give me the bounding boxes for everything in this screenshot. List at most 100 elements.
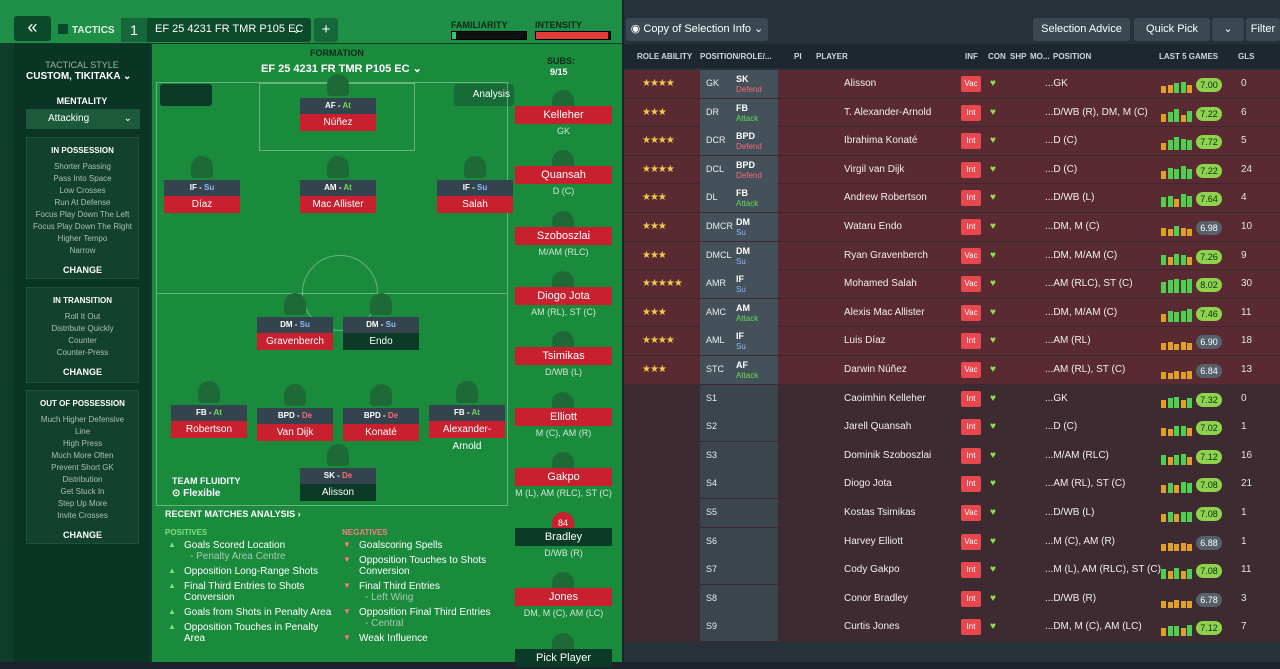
col-shp[interactable]: SHP — [1010, 52, 1027, 61]
sub-card[interactable]: Quansah D (C) — [515, 166, 612, 196]
player-card[interactable]: IF - Su Salah — [437, 180, 513, 213]
table-row[interactable]: ★★★ AMC AM Attack Alexis Mac Allister Vac ♥...… — [624, 298, 1280, 328]
position-cell[interactable] — [700, 155, 778, 184]
table-row[interactable]: S5 Kostas Tsimikas Vac ♥ ...D/WB (L) 7.08 1 — [624, 499, 1280, 528]
player-name[interactable]: Caoimhin Kelleher — [844, 392, 926, 404]
table-row[interactable]: S3 Dominik Szoboszlai Int ♥ ...M/AM (RLC) 7.1… — [624, 441, 1280, 471]
table-row[interactable]: ★★★★ DCR BPD Defend Ibrahima Konaté Int ♥ ...D … — [624, 127, 1280, 156]
col-last5[interactable]: LAST 5 GAMES — [1159, 52, 1219, 61]
col-position[interactable]: POSITION/ROLE/... — [700, 52, 772, 61]
player-card[interactable]: AM - At Mac Allister — [300, 180, 376, 213]
player-name[interactable]: Andrew Robertson — [844, 192, 927, 204]
position-cell[interactable] — [700, 98, 778, 127]
position-cell[interactable] — [700, 298, 778, 327]
position-cell[interactable] — [700, 470, 778, 499]
player-role[interactable]: DM - Su — [343, 317, 419, 333]
table-row[interactable]: ★★★ DMCR DM Su Wataru Endo Int ♥ ...DM, M (C) 6.… — [624, 213, 1280, 242]
player-name[interactable]: Conor Bradley — [844, 592, 908, 604]
change-button[interactable]: CHANGE — [62, 367, 102, 377]
player-role[interactable]: FB - At — [429, 405, 505, 421]
change-button[interactable]: CHANGE — [62, 265, 102, 275]
col-mo[interactable]: MO... — [1030, 52, 1050, 61]
table-row[interactable]: S1 Caoimhin Kelleher Int ♥ ...GK 7.32 0 — [624, 384, 1280, 414]
sub-card[interactable]: Diogo Jota AM (RL), ST (C) — [515, 286, 612, 317]
player-name[interactable]: Wataru Endo — [844, 221, 902, 232]
table-row[interactable]: ★★★★ DCL BPD Defend Virgil van Dijk Int ♥ ...D … — [624, 155, 1280, 185]
player-card[interactable]: SK - De Alisson — [300, 468, 376, 501]
player-role[interactable]: IF - Su — [164, 180, 240, 196]
player-name[interactable]: Ibrahima Konaté — [844, 135, 918, 147]
player-name[interactable]: Alexis Mac Allister — [844, 306, 925, 318]
player-name[interactable]: Kostas Tsimikas — [844, 507, 916, 518]
position-cell[interactable] — [700, 241, 778, 270]
player-name[interactable]: T. Alexander-Arnold — [844, 106, 932, 118]
table-row[interactable]: ★★★ DR FB Attack T. Alexander-Arnold Int ♥ ...D… — [624, 98, 1280, 128]
player-name[interactable]: Harvey Elliott — [844, 535, 903, 547]
position-cell[interactable] — [700, 527, 778, 556]
table-row[interactable]: ★★★ DMCL DM Su Ryan Gravenberch Vac ♥ ...DM, M/… — [624, 241, 1280, 271]
sub-card[interactable]: Tsimikas D/WB (L) — [515, 347, 612, 377]
player-role[interactable]: AF - At — [300, 98, 376, 114]
player-name[interactable]: Mohamed Salah — [844, 278, 917, 290]
player-name[interactable]: Ryan Gravenberch — [844, 249, 928, 261]
position-cell[interactable] — [700, 613, 778, 642]
recent-matches-title[interactable]: RECENT MATCHES ANALYSIS › — [165, 509, 301, 519]
sub-card[interactable]: Gakpo M (L), AM (RLC), ST (C) — [515, 467, 612, 498]
col-con[interactable]: CON — [988, 52, 1006, 61]
player-name[interactable]: Virgil van Dijk — [844, 163, 905, 175]
table-row[interactable]: ★★★★★ AMR IF Su Mohamed Salah Vac ♥ ...AM (RLC)… — [624, 270, 1280, 299]
position-cell[interactable] — [700, 441, 778, 470]
player-name[interactable]: Dominik Szoboszlai — [844, 449, 932, 461]
table-row[interactable]: S7 Cody Gakpo Int ♥ ...M (L), AM (RLC), ST (… — [624, 556, 1280, 585]
player-card[interactable]: FB - At Robertson — [171, 405, 247, 438]
table-row[interactable]: S2 Jarell Quansah Int ♥ ...D (C) 7.02 1 — [624, 413, 1280, 442]
sub-card[interactable]: Kelleher GK — [515, 106, 612, 136]
player-role[interactable]: BPD - De — [343, 408, 419, 424]
player-role[interactable]: SK - De — [300, 468, 376, 484]
position-cell[interactable] — [700, 213, 778, 241]
player-name[interactable]: Cody Gakpo — [844, 564, 900, 576]
player-name[interactable]: Alisson — [844, 78, 877, 89]
sub-card[interactable]: Elliott M (C), AM (R) — [515, 407, 612, 438]
player-role[interactable]: DM - Su — [257, 317, 333, 333]
position-cell[interactable] — [700, 384, 778, 413]
table-row[interactable]: S4 Diogo Jota Int ♥ ...AM (RL), ST (C) 7.08 21 — [624, 470, 1280, 499]
sub-card[interactable]: Szoboszlai M/AM (RLC) — [515, 226, 612, 257]
change-button[interactable]: CHANGE — [62, 530, 102, 540]
position-cell[interactable] — [700, 327, 778, 356]
player-name[interactable]: Luis Díaz — [844, 335, 886, 347]
col-gls[interactable]: GLS — [1238, 52, 1255, 61]
col-pi[interactable]: PI — [794, 52, 802, 61]
player-name[interactable]: Jarell Quansah — [844, 421, 912, 433]
player-name[interactable]: Darwin Núñez — [844, 364, 907, 375]
position-cell[interactable] — [700, 70, 778, 98]
position-cell[interactable] — [700, 413, 778, 442]
position-cell[interactable] — [700, 584, 778, 613]
player-card[interactable]: IF - Su Díaz — [164, 180, 240, 213]
quick-pick-chevron-icon[interactable]: ⌄ — [1212, 18, 1244, 41]
player-card[interactable]: FB - At Alexander-Arnold — [429, 405, 505, 452]
mentality-select[interactable]: Attacking ⌄ — [26, 109, 140, 129]
table-row[interactable]: S6 Harvey Elliott Vac ♥ ...M (C), AM (R) 6.88… — [624, 527, 1280, 557]
sub-card[interactable]: Jones DM, M (C), AM (LC) — [515, 588, 612, 618]
copy-selection-button[interactable]: ◉ Copy of Selection Info ⌄ — [626, 18, 768, 41]
player-card[interactable]: BPD - De Konaté — [343, 408, 419, 441]
player-card[interactable]: DM - Su Gravenberch — [257, 317, 333, 350]
analysis-button[interactable]: Analysis — [454, 84, 514, 106]
table-row[interactable]: ★★★ DL FB Attack Andrew Robertson Int ♥ ...D/WB… — [624, 184, 1280, 213]
player-role[interactable]: FB - At — [171, 405, 247, 421]
table-row[interactable]: ★★★★ AML IF Su Luis Díaz Int ♥ ...AM (RL) 6.90 18 — [624, 327, 1280, 356]
player-card[interactable]: BPD - De Van Dijk — [257, 408, 333, 441]
style-value[interactable]: CUSTOM, TIKITAKA ⌄ — [26, 71, 132, 82]
pitch-formation-name[interactable]: EF 25 4231 FR TMR P105 EC ⌄ — [261, 63, 422, 75]
view-toggle[interactable] — [160, 84, 212, 106]
back-button[interactable]: « — [14, 16, 51, 41]
col-role-ability[interactable]: ROLE ABILITY — [637, 52, 693, 61]
sub-card[interactable]: Pick Player — [515, 648, 612, 669]
position-cell[interactable] — [700, 499, 778, 527]
sub-card[interactable]: Bradley D/WB (R) — [515, 528, 612, 558]
player-role[interactable]: AM - At — [300, 180, 376, 196]
player-card[interactable]: AF - At Núñez — [300, 98, 376, 131]
player-role[interactable]: IF - Su — [437, 180, 513, 196]
player-card[interactable]: DM - Su Endo — [343, 317, 419, 350]
